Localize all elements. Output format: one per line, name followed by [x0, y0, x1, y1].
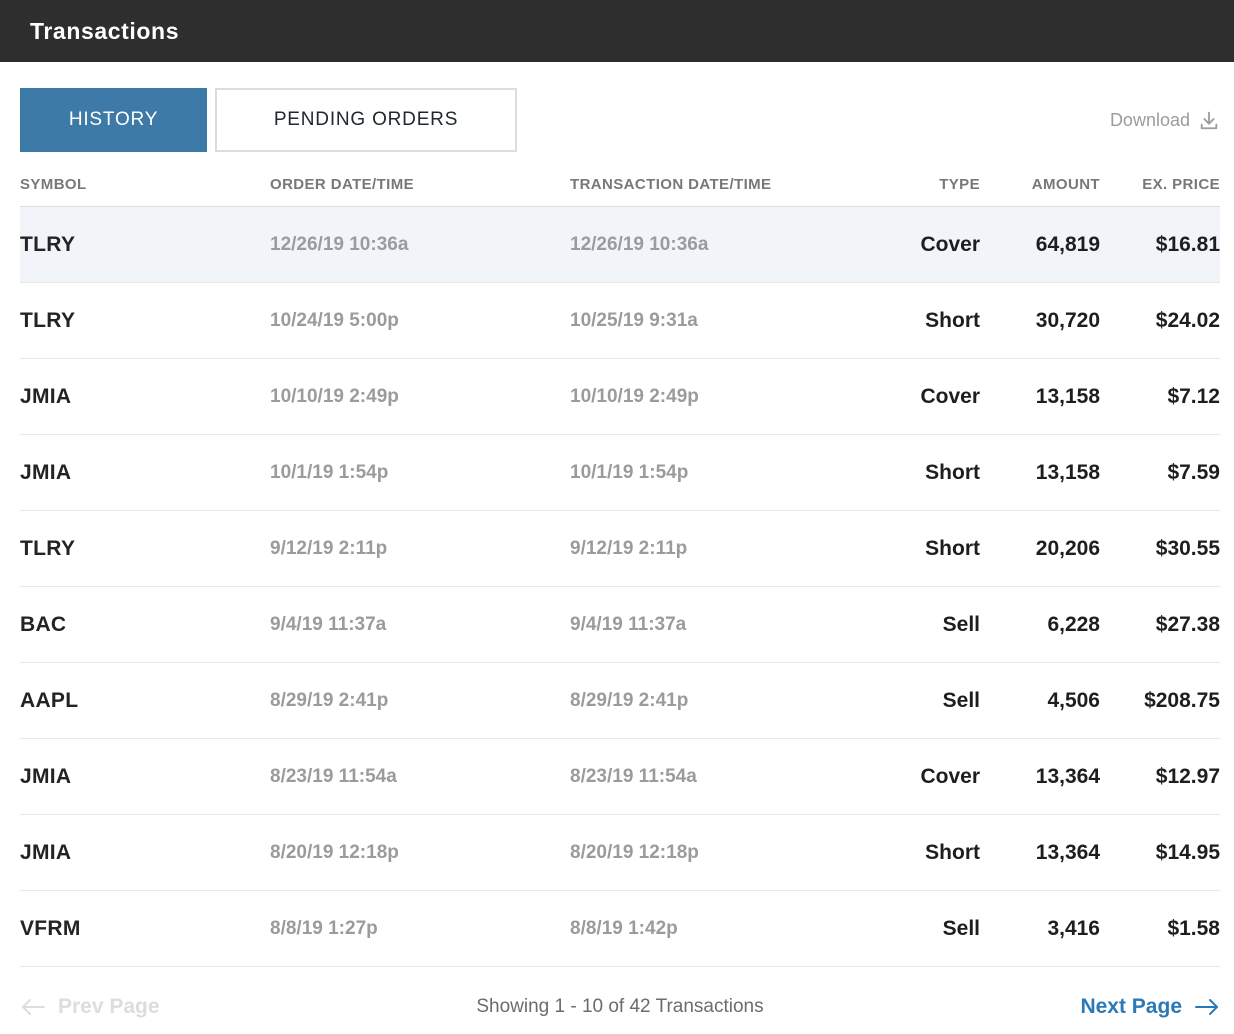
order-datetime-cell: 9/4/19 11:37a — [270, 613, 387, 635]
tab-history[interactable]: HISTORY — [20, 88, 207, 152]
showing-status: Showing 1 - 10 of 42 Transactions — [476, 996, 764, 1017]
order-datetime-cell: 10/1/19 1:54p — [270, 461, 389, 483]
ex-price-cell: $7.59 — [1167, 460, 1220, 484]
column-header-symbol: SYMBOL — [20, 176, 87, 193]
ex-price-cell: $30.55 — [1155, 536, 1220, 560]
amount-cell: 13,364 — [1035, 764, 1100, 788]
column-header-ex-price: EX. PRICE — [1142, 176, 1220, 193]
order-datetime-cell: 9/12/19 2:11p — [270, 537, 388, 559]
transaction-datetime-cell: 9/4/19 11:37a — [570, 613, 687, 635]
type-cell: Sell — [942, 688, 980, 712]
symbol-cell: JMIA — [20, 460, 72, 484]
ex-price-cell: $24.02 — [1155, 308, 1220, 332]
next-page-button[interactable]: Next Page — [1080, 995, 1220, 1019]
table-body: TLRY 12/26/19 10:36a 12/26/19 10:36a Cov… — [20, 207, 1220, 967]
page-title: Transactions — [30, 17, 180, 44]
column-header-order-datetime: ORDER DATE/TIME — [270, 176, 415, 193]
type-cell: Short — [925, 308, 980, 332]
arrow-right-icon — [1194, 998, 1220, 1016]
table-row[interactable]: VFRM 8/8/19 1:27p 8/8/19 1:42p Sell 3,41… — [20, 891, 1220, 967]
ex-price-cell: $7.12 — [1167, 384, 1220, 408]
symbol-cell: AAPL — [20, 688, 79, 712]
amount-cell: 30,720 — [1035, 308, 1100, 332]
transaction-datetime-cell: 9/12/19 2:11p — [570, 537, 688, 559]
order-datetime-cell: 8/29/19 2:41p — [270, 689, 389, 711]
table-row[interactable]: JMIA 8/23/19 11:54a 8/23/19 11:54a Cover… — [20, 739, 1220, 815]
amount-cell: 13,364 — [1035, 840, 1100, 864]
transaction-datetime-cell: 10/1/19 1:54p — [570, 461, 689, 483]
amount-cell: 20,206 — [1035, 536, 1100, 560]
symbol-cell: JMIA — [20, 764, 72, 788]
symbol-cell: TLRY — [20, 536, 76, 560]
type-cell: Short — [925, 536, 980, 560]
order-datetime-cell: 12/26/19 10:36a — [270, 233, 409, 255]
ex-price-cell: $208.75 — [1144, 688, 1220, 712]
table-header-row: SYMBOL ORDER DATE/TIME TRANSACTION DATE/… — [20, 152, 1220, 207]
symbol-cell: VFRM — [20, 916, 81, 940]
amount-cell: 6,228 — [1047, 612, 1100, 636]
transaction-datetime-cell: 8/20/19 12:18p — [570, 841, 699, 863]
ex-price-cell: $1.58 — [1167, 916, 1220, 940]
table-row[interactable]: JMIA 10/10/19 2:49p 10/10/19 2:49p Cover… — [20, 359, 1220, 435]
column-header-amount: AMOUNT — [1031, 176, 1100, 193]
type-cell: Cover — [920, 384, 980, 408]
ex-price-cell: $27.38 — [1155, 612, 1220, 636]
next-page-label: Next Page — [1080, 995, 1182, 1018]
download-link[interactable]: Download — [1110, 109, 1220, 131]
order-datetime-cell: 8/20/19 12:18p — [270, 841, 399, 863]
table-row[interactable]: TLRY 9/12/19 2:11p 9/12/19 2:11p Short 2… — [20, 511, 1220, 587]
table-row[interactable]: AAPL 8/29/19 2:41p 8/29/19 2:41p Sell 4,… — [20, 663, 1220, 739]
ex-price-cell: $12.97 — [1155, 764, 1220, 788]
download-label: Download — [1109, 109, 1190, 130]
symbol-cell: TLRY — [20, 232, 76, 256]
amount-cell: 3,416 — [1047, 916, 1100, 940]
transaction-datetime-cell: 10/25/19 9:31a — [570, 309, 698, 331]
tabs-row: HISTORY PENDING ORDERS Download — [20, 88, 1220, 152]
table-row[interactable]: TLRY 10/24/19 5:00p 10/25/19 9:31a Short… — [20, 283, 1220, 359]
ex-price-cell: $16.81 — [1155, 232, 1220, 256]
type-cell: Short — [925, 840, 980, 864]
order-datetime-cell: 10/24/19 5:00p — [270, 309, 399, 331]
type-cell: Cover — [920, 764, 980, 788]
symbol-cell: TLRY — [20, 308, 76, 332]
transaction-datetime-cell: 12/26/19 10:36a — [570, 233, 709, 255]
order-datetime-cell: 8/8/19 1:27p — [270, 917, 378, 939]
type-cell: Sell — [942, 612, 980, 636]
ex-price-cell: $14.95 — [1155, 840, 1220, 864]
title-bar: Transactions — [0, 0, 1234, 62]
symbol-cell: JMIA — [20, 840, 72, 864]
column-header-type: TYPE — [939, 176, 980, 193]
arrow-left-icon — [20, 998, 46, 1016]
amount-cell: 13,158 — [1035, 460, 1100, 484]
download-icon — [1198, 109, 1220, 131]
table-row[interactable]: JMIA 10/1/19 1:54p 10/1/19 1:54p Short 1… — [20, 435, 1220, 511]
tab-pending-orders[interactable]: PENDING ORDERS — [215, 88, 517, 152]
transaction-datetime-cell: 8/23/19 11:54a — [570, 765, 697, 787]
prev-page-button[interactable]: Prev Page — [20, 995, 160, 1019]
table-row[interactable]: TLRY 12/26/19 10:36a 12/26/19 10:36a Cov… — [20, 207, 1220, 283]
transaction-datetime-cell: 8/8/19 1:42p — [570, 917, 678, 939]
prev-page-label: Prev Page — [58, 995, 160, 1018]
amount-cell: 4,506 — [1047, 688, 1100, 712]
pagination-bar: Prev Page Showing 1 - 10 of 42 Transacti… — [20, 967, 1220, 1034]
transactions-panel: HISTORY PENDING ORDERS Download SYMBOL O… — [0, 88, 1234, 1034]
transaction-datetime-cell: 10/10/19 2:49p — [570, 385, 699, 407]
amount-cell: 13,158 — [1035, 384, 1100, 408]
type-cell: Sell — [942, 916, 980, 940]
type-cell: Short — [925, 460, 980, 484]
order-datetime-cell: 10/10/19 2:49p — [270, 385, 399, 407]
type-cell: Cover — [920, 232, 980, 256]
column-header-transaction-datetime: TRANSACTION DATE/TIME — [570, 176, 772, 193]
symbol-cell: BAC — [20, 612, 67, 636]
transaction-datetime-cell: 8/29/19 2:41p — [570, 689, 689, 711]
amount-cell: 64,819 — [1035, 232, 1100, 256]
table-row[interactable]: JMIA 8/20/19 12:18p 8/20/19 12:18p Short… — [20, 815, 1220, 891]
table-row[interactable]: BAC 9/4/19 11:37a 9/4/19 11:37a Sell 6,2… — [20, 587, 1220, 663]
order-datetime-cell: 8/23/19 11:54a — [270, 765, 397, 787]
symbol-cell: JMIA — [20, 384, 72, 408]
